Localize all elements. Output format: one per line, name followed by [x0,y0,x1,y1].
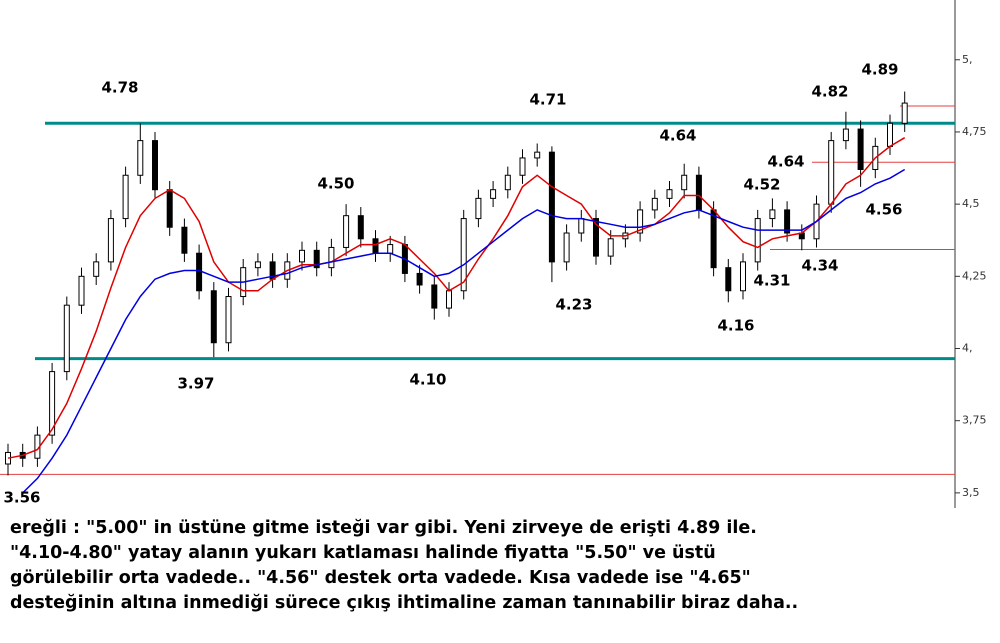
candle-body [210,290,217,344]
candle-body [107,218,114,263]
candle-body [725,267,732,292]
price-annotation: 4.89 [861,61,898,79]
chart: 5, 4,75 4,5 4,25 4, 3,75 3,5 4.78 4.71 4.50 4.64 4.… [0,0,987,508]
candle-body [387,244,394,254]
candle-body [166,189,173,228]
caption-line: "4.10-4.80" yatay alanın yukarı katlamas… [10,543,716,563]
candle-body [828,140,835,205]
candle-body [93,261,100,277]
candle-body [63,304,70,373]
caption-line: desteğinin altına inmediği sürece çıkış … [10,593,799,613]
candle-body [563,232,570,263]
price-annotation: 4.64 [767,153,804,171]
candle-body [137,140,144,176]
candle-body [225,296,232,344]
candle-body [122,174,129,220]
y-tick-label: 4, [962,342,973,355]
price-annotation: 4.31 [753,272,790,290]
price-annotation: 4.78 [101,79,138,97]
y-tick-label: 4,75 [962,125,987,138]
candle-body [901,102,908,124]
price-annotation: 4.23 [555,296,592,314]
candle-body [372,238,379,254]
candle-body [299,249,305,263]
candle-body [181,226,188,254]
candle-body [548,151,555,263]
candle-body [740,261,746,292]
candle-body [446,290,452,309]
price-annotation: 4.82 [811,83,848,101]
candle-body [504,174,511,191]
candle-body [784,209,791,234]
candle-body [578,218,585,234]
candle-body [593,218,599,257]
caption-line: görülebilir orta vadede.. "4.56" destek … [10,568,751,588]
caption: ereğli : "5.00" in üstüne gitme isteği v… [10,516,798,616]
candle-body [666,189,673,199]
candle-body [313,249,320,269]
candle-body [357,215,364,240]
candle-body [519,157,526,176]
candle-body [534,151,541,159]
candle-body [152,140,158,191]
candle-body [754,218,761,263]
candle-body [637,209,644,234]
y-tick-label: 3,5 [962,486,980,499]
price-annotation: 4.56 [865,201,902,219]
price-annotation: 4.10 [409,371,446,389]
candle-body [416,272,423,286]
y-tick-label: 4,25 [962,269,987,282]
y-tick-label: 5, [962,53,973,66]
price-annotation: 4.16 [717,317,754,335]
candle-body [490,189,497,199]
candle-body [607,238,614,257]
candle-body [887,122,893,147]
moving-average-line [22,168,906,494]
price-annotation: 3.56 [3,489,40,507]
candle-body [49,371,56,436]
candle-body [460,218,467,292]
candle-body [842,128,849,142]
candle-body [681,174,688,191]
candle-body [78,275,85,306]
caption-line: ereğli : "5.00" in üstüne gitme isteği v… [10,518,757,538]
candle-body [651,197,658,211]
candle-body [328,246,335,269]
price-annotation: 4.64 [659,127,696,145]
price-annotation: 4.50 [317,175,354,193]
y-tick-label: 4,5 [962,197,980,210]
candle-body [431,284,438,309]
moving-average-line [7,137,906,459]
candle-body [769,209,776,220]
candle-body [857,128,864,170]
candle-body [254,261,261,269]
price-annotation: 4.34 [801,257,838,275]
candle-body [695,174,702,211]
price-annotation: 3.97 [177,375,214,393]
candle-body [710,209,717,269]
candle-body [343,215,350,248]
price-annotation: 4.52 [743,176,780,194]
price-annotation: 4.71 [529,91,566,109]
candle-body [475,197,482,220]
y-tick-label: 3,75 [962,414,987,427]
